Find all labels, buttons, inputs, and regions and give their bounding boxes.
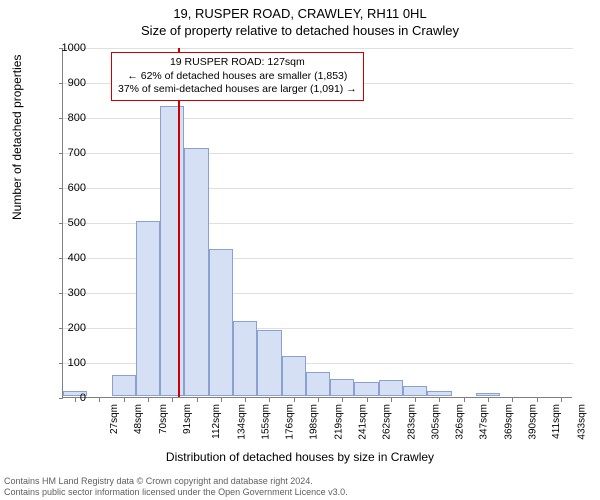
histogram-bar bbox=[306, 372, 330, 397]
xtick-label: 283sqm bbox=[406, 404, 417, 440]
xtick-label: 390sqm bbox=[528, 404, 539, 440]
gridline bbox=[63, 188, 573, 189]
ytick-label: 700 bbox=[46, 147, 86, 159]
y-axis-label: Number of detached properties bbox=[10, 55, 24, 220]
xtick-mark bbox=[245, 398, 246, 402]
gridline bbox=[63, 118, 573, 119]
histogram-bar bbox=[112, 375, 136, 396]
histogram-bar bbox=[209, 249, 233, 396]
xtick-mark bbox=[172, 398, 173, 402]
histogram-bar bbox=[257, 330, 281, 397]
histogram-bar bbox=[160, 106, 184, 397]
ytick-label: 1000 bbox=[46, 42, 86, 54]
histogram-bar bbox=[379, 380, 403, 396]
page-subtitle: Size of property relative to detached ho… bbox=[0, 21, 600, 38]
histogram-bar bbox=[233, 321, 257, 396]
footer-line-1: Contains HM Land Registry data © Crown c… bbox=[4, 476, 348, 487]
ytick-label: 400 bbox=[46, 252, 86, 264]
xtick-label: 411sqm bbox=[551, 404, 562, 439]
plot-region: 27sqm48sqm70sqm91sqm112sqm134sqm155sqm17… bbox=[62, 48, 572, 398]
xtick-label: 176sqm bbox=[285, 404, 296, 440]
annotation-line: 37% of semi-detached houses are larger (… bbox=[118, 83, 357, 97]
xtick-mark bbox=[464, 398, 465, 402]
xtick-mark bbox=[415, 398, 416, 402]
xtick-mark bbox=[318, 398, 319, 402]
xtick-mark bbox=[512, 398, 513, 402]
ytick-label: 0 bbox=[46, 392, 86, 404]
xtick-mark bbox=[269, 398, 270, 402]
histogram-bar bbox=[403, 386, 427, 397]
xtick-mark bbox=[148, 398, 149, 402]
xtick-label: 326sqm bbox=[455, 404, 466, 440]
xtick-mark bbox=[294, 398, 295, 402]
xtick-label: 198sqm bbox=[309, 404, 320, 440]
xtick-label: 305sqm bbox=[430, 404, 441, 440]
xtick-mark bbox=[197, 398, 198, 402]
xtick-label: 27sqm bbox=[109, 404, 120, 434]
annotation-line: ← 62% of detached houses are smaller (1,… bbox=[118, 70, 357, 84]
histogram-bar bbox=[330, 379, 354, 397]
ytick-label: 300 bbox=[46, 287, 86, 299]
xtick-mark bbox=[221, 398, 222, 402]
xtick-mark bbox=[439, 398, 440, 402]
gridline bbox=[63, 48, 573, 49]
xtick-mark bbox=[124, 398, 125, 402]
annotation-line: 19 RUSPER ROAD: 127sqm bbox=[118, 56, 357, 70]
gridline bbox=[63, 153, 573, 154]
histogram-bar bbox=[476, 393, 500, 397]
xtick-mark bbox=[391, 398, 392, 402]
xtick-label: 241sqm bbox=[358, 404, 369, 440]
xtick-label: 70sqm bbox=[158, 404, 169, 434]
xtick-mark bbox=[537, 398, 538, 402]
footer-attribution: Contains HM Land Registry data © Crown c… bbox=[4, 476, 348, 498]
histogram-bar bbox=[136, 221, 160, 396]
xtick-label: 369sqm bbox=[503, 404, 514, 440]
xtick-mark bbox=[367, 398, 368, 402]
histogram-bar bbox=[427, 391, 451, 396]
xtick-label: 262sqm bbox=[382, 404, 393, 440]
xtick-label: 134sqm bbox=[236, 404, 247, 440]
xtick-label: 48sqm bbox=[133, 404, 144, 434]
xtick-label: 347sqm bbox=[479, 404, 490, 440]
footer-line-2: Contains public sector information licen… bbox=[4, 487, 348, 498]
ytick-label: 600 bbox=[46, 182, 86, 194]
ytick-label: 200 bbox=[46, 322, 86, 334]
ytick-label: 800 bbox=[46, 112, 86, 124]
histogram-bar bbox=[282, 356, 306, 396]
xtick-mark bbox=[342, 398, 343, 402]
ytick-label: 900 bbox=[46, 77, 86, 89]
xtick-mark bbox=[561, 398, 562, 402]
ytick-label: 100 bbox=[46, 357, 86, 369]
chart-area: 27sqm48sqm70sqm91sqm112sqm134sqm155sqm17… bbox=[62, 48, 572, 398]
x-axis-label: Distribution of detached houses by size … bbox=[0, 450, 600, 464]
xtick-label: 219sqm bbox=[333, 404, 344, 440]
ytick-label: 500 bbox=[46, 217, 86, 229]
xtick-label: 433sqm bbox=[576, 404, 587, 440]
xtick-mark bbox=[99, 398, 100, 402]
page-address: 19, RUSPER ROAD, CRAWLEY, RH11 0HL bbox=[0, 0, 600, 21]
xtick-label: 91sqm bbox=[182, 404, 193, 434]
histogram-bar bbox=[184, 148, 208, 397]
histogram-bar bbox=[354, 382, 378, 396]
xtick-label: 112sqm bbox=[211, 404, 222, 439]
annotation-box: 19 RUSPER ROAD: 127sqm← 62% of detached … bbox=[111, 52, 364, 101]
xtick-label: 155sqm bbox=[260, 404, 271, 440]
xtick-mark bbox=[488, 398, 489, 402]
